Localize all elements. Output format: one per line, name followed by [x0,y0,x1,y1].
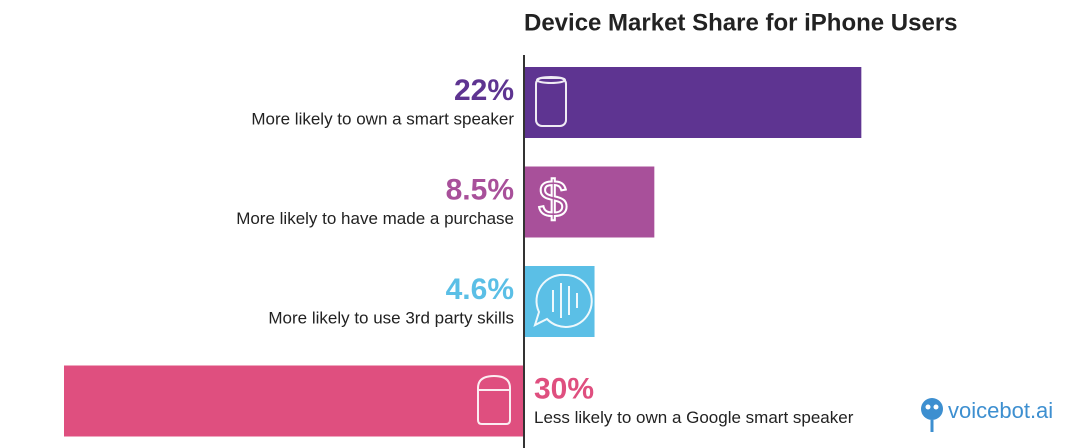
category-label: More likely to have made a purchase [236,209,514,228]
category-label: More likely to use 3rd party skills [268,308,514,327]
category-label: More likely to own a smart speaker [251,109,514,128]
icons: $ [477,76,593,425]
voice-bubble-icon [533,273,593,328]
svg-text:$: $ [539,171,568,229]
bar [524,67,862,138]
brand-icon [921,398,943,420]
google-home-icon [477,374,511,425]
speaker-icon [535,76,567,127]
brand-name: voicebot.ai [948,398,1053,423]
value-label: 8.5% [446,173,514,206]
brand-logo: voicebot.ai [921,398,1053,432]
bar [524,166,655,238]
bars [64,67,862,437]
chart-title: Device Market Share for iPhone Users [524,9,958,36]
category-label: Less likely to own a Google smart speake… [534,408,854,427]
value-label: 4.6% [446,273,514,306]
bar [64,365,524,437]
value-label: 22% [454,74,514,107]
value-label: 30% [534,372,594,405]
dollar-icon: $ [538,170,569,230]
